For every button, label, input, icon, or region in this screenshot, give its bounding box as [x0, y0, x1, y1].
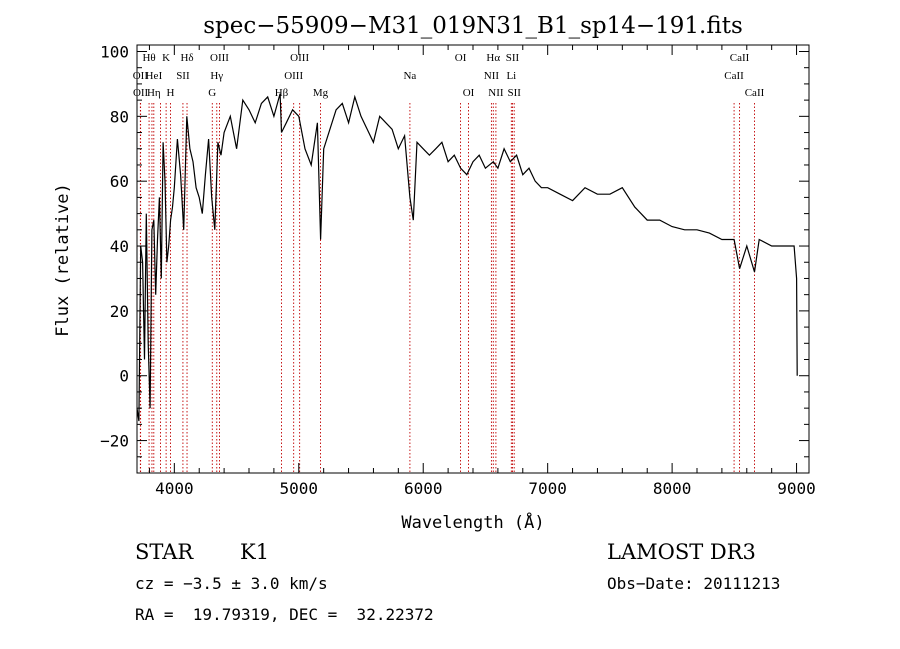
- spectral-line-label: OIII: [284, 70, 303, 82]
- spectral-line-label: Hγ: [210, 70, 223, 82]
- spectral-line-label: CaII: [724, 70, 744, 82]
- spectral-line-label: Na: [403, 70, 416, 82]
- x-tick-label: 6000: [404, 479, 443, 498]
- x-tick-label: 8000: [653, 479, 692, 498]
- y-tick-label: 20: [110, 302, 129, 321]
- x-tick-label: 7000: [528, 479, 567, 498]
- x-tick-label: 4000: [155, 479, 194, 498]
- redshift-text: cz = −3.5 ± 3.0 km/s: [135, 574, 328, 593]
- spectral-line-label: K: [162, 52, 170, 64]
- spectral-line-label: SII: [507, 87, 521, 99]
- chart-title: spec−55909−M31_019N31_B1_sp14−191.fits: [203, 13, 743, 39]
- y-axis-label: Flux (relative): [53, 183, 73, 337]
- y-tick-label: 40: [110, 237, 129, 256]
- spectral-line-label: Hδ: [180, 52, 193, 64]
- spectral-line-label: NII: [484, 70, 500, 82]
- spectral-line-label: H: [166, 87, 174, 99]
- spectral-line-label: G: [208, 87, 216, 99]
- spectral-line-label: SII: [506, 52, 520, 64]
- spectral-line-label: CaII: [745, 87, 765, 99]
- axis-ticks: 4000 5000 6000 7000 8000 9000 −20 0 20 40 60 80 100: [100, 42, 816, 498]
- object-subclass: K1: [240, 540, 269, 564]
- obs-date-text: Obs−Date: 20111213: [607, 574, 780, 593]
- x-axis-label: Wavelength (Å): [401, 511, 544, 533]
- spectral-line-label: He: [146, 70, 159, 82]
- spectral-line-label: Hθ: [142, 52, 155, 64]
- x-tick-label: 5000: [280, 479, 319, 498]
- y-tick-label: −20: [100, 432, 129, 451]
- spectral-line-label: Li: [506, 70, 516, 82]
- y-tick-label: 100: [100, 42, 129, 61]
- spectral-line-label: CaII: [730, 52, 750, 64]
- y-tick-label: 80: [110, 107, 129, 126]
- y-tick-label: 60: [110, 172, 129, 191]
- spectral-line-label: OI: [455, 52, 467, 64]
- spectral-line-label: SII: [176, 70, 190, 82]
- spectrum-series-line: [136, 93, 798, 422]
- spectral-line-label: Hβ: [275, 87, 289, 99]
- object-class: STAR: [135, 540, 194, 564]
- spectral-line-label: OIII: [210, 52, 229, 64]
- survey-label: LAMOST DR3: [607, 540, 756, 564]
- spectral-line-label: NII: [488, 87, 504, 99]
- spectral-line-label: I: [159, 70, 163, 82]
- spectral-line-label: OI: [463, 87, 475, 99]
- spectral-line-label: Mg: [313, 87, 329, 99]
- coordinates-text: RA = 19.79319, DEC = 32.22372: [135, 605, 434, 624]
- plot-frame: [136, 44, 810, 474]
- spectral-line-label: OIII: [290, 52, 309, 64]
- spectral-line-label: Hα: [486, 52, 500, 64]
- spectral-line-label: Hη: [147, 87, 161, 99]
- y-tick-label: 0: [119, 367, 129, 386]
- x-tick-label: 9000: [777, 479, 816, 498]
